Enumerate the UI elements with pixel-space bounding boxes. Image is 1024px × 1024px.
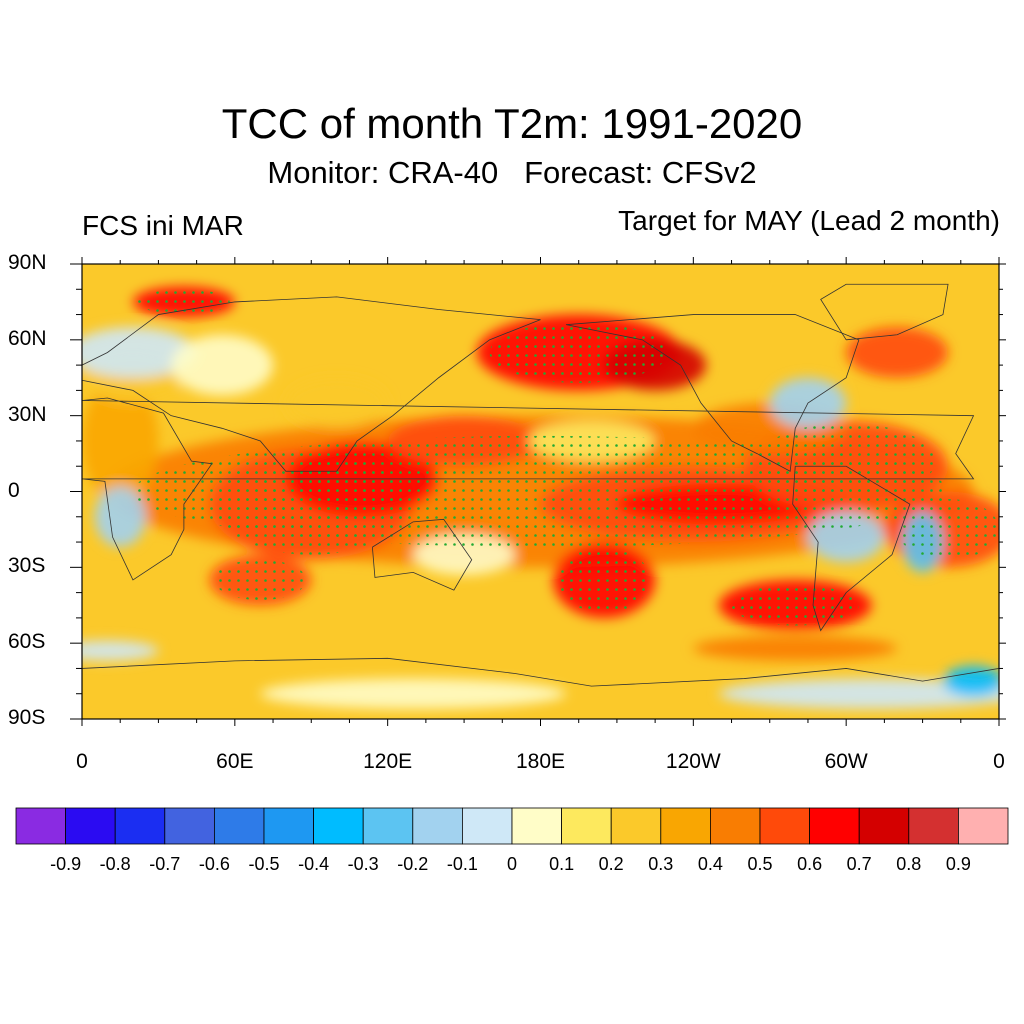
colorbar-label: 0.7 <box>846 854 872 874</box>
significance-region <box>138 289 230 315</box>
significance-region <box>214 559 307 601</box>
correlation-patch <box>82 327 197 378</box>
colorbar-label: -0.2 <box>397 854 429 874</box>
lat-label: 90N <box>8 251 47 274</box>
coastline <box>565 314 860 472</box>
colorbar-label: 0 <box>506 854 518 874</box>
correlation-patch <box>846 327 949 378</box>
target-month-label: Target for MAY (Lead 2 month) <box>618 205 1000 236</box>
correlation-patch <box>260 678 566 709</box>
lat-label: 90S <box>8 706 46 729</box>
coastline <box>820 283 949 341</box>
colorbar-swatch <box>65 807 116 845</box>
correlation-patch <box>942 665 999 697</box>
colorbar-swatch <box>313 807 364 845</box>
colorbar-label: 0.2 <box>598 854 624 874</box>
colorbar-swatch <box>164 807 215 845</box>
lat-label: 60N <box>8 326 47 350</box>
colorbar-swatch <box>263 807 314 845</box>
lon-label: 120W <box>665 750 721 773</box>
colorbar-label: -0.9 <box>50 854 82 874</box>
colorbar-swatch <box>114 807 166 845</box>
significance-region <box>757 423 936 500</box>
colorbar-swatch <box>561 807 612 845</box>
significance-region <box>558 547 651 613</box>
coastline <box>82 657 999 687</box>
colorbar-swatch <box>660 807 711 845</box>
colorbar-label: 0.3 <box>648 854 674 874</box>
lat-label: 30S <box>8 554 46 578</box>
colorbar-label: 0.4 <box>697 854 723 874</box>
axis-ticks <box>70 257 1006 726</box>
coastlines <box>82 283 999 687</box>
colorbar-label: -0.5 <box>248 854 280 874</box>
initial-month-label: FCS ini MAR <box>82 210 244 241</box>
colorbar-swatch <box>511 807 562 845</box>
correlation-patch <box>82 640 159 661</box>
colorbar-label: -0.6 <box>198 854 230 874</box>
colorbar-swatch <box>958 807 1009 845</box>
lon-label: 60E <box>216 750 254 773</box>
coastline <box>792 465 911 632</box>
colorbar-label: -0.7 <box>149 854 181 874</box>
lon-label: 0 <box>993 750 1005 773</box>
correlation-patch <box>718 678 999 709</box>
significance-region <box>489 322 668 383</box>
lon-label: 0 <box>76 750 88 773</box>
coastline <box>371 518 473 591</box>
significance-dots <box>132 289 999 626</box>
colorbar-swatch <box>710 807 761 845</box>
colorbar-swatch <box>809 807 860 845</box>
colorbar-swatch <box>213 807 265 845</box>
lon-label: 180E <box>515 750 566 773</box>
lat-label: 30N <box>8 402 47 426</box>
colorbar-label: -0.3 <box>347 854 379 874</box>
significance-region <box>214 453 409 555</box>
colorbar-label: -0.1 <box>446 854 478 874</box>
correlation-patch <box>171 334 274 396</box>
chart-subtitle: Monitor: CRA-40 Forecast: CFSv2 <box>267 155 757 190</box>
colorbar-swatch <box>362 807 414 845</box>
colorbar-label: 0.6 <box>797 854 823 874</box>
coastline <box>82 397 975 581</box>
colorbar-swatch <box>858 807 910 845</box>
colorbar-swatch <box>759 807 810 845</box>
colorbar <box>15 807 1009 845</box>
chart-title: TCC of month T2m: 1991-2020 <box>221 100 803 147</box>
colorbar-swatch <box>908 807 959 845</box>
colorbar-label: 0.5 <box>747 854 773 874</box>
lat-label: 60S <box>8 630 46 654</box>
lat-label: 0 <box>8 478 20 502</box>
colorbar-swatch <box>461 807 513 845</box>
coastline <box>82 296 541 472</box>
colorbar-label: -0.8 <box>99 854 131 874</box>
significance-region <box>731 585 859 626</box>
map-field <box>82 264 999 719</box>
colorbar-label: 0.8 <box>896 854 922 874</box>
colorbar-label: 0.1 <box>549 854 575 874</box>
colorbar-swatch <box>610 807 662 845</box>
colorbar-label: -0.4 <box>298 854 330 874</box>
correlation-patch <box>693 635 898 661</box>
colorbar-swatch <box>15 807 66 845</box>
lon-label: 60W <box>824 750 868 773</box>
correlation-patch <box>82 377 159 505</box>
colorbar-label: 0.9 <box>945 854 971 874</box>
lon-label: 120E <box>363 750 413 773</box>
colorbar-swatch <box>412 807 463 845</box>
correlation-patch <box>285 377 388 429</box>
significance-region <box>897 499 999 560</box>
